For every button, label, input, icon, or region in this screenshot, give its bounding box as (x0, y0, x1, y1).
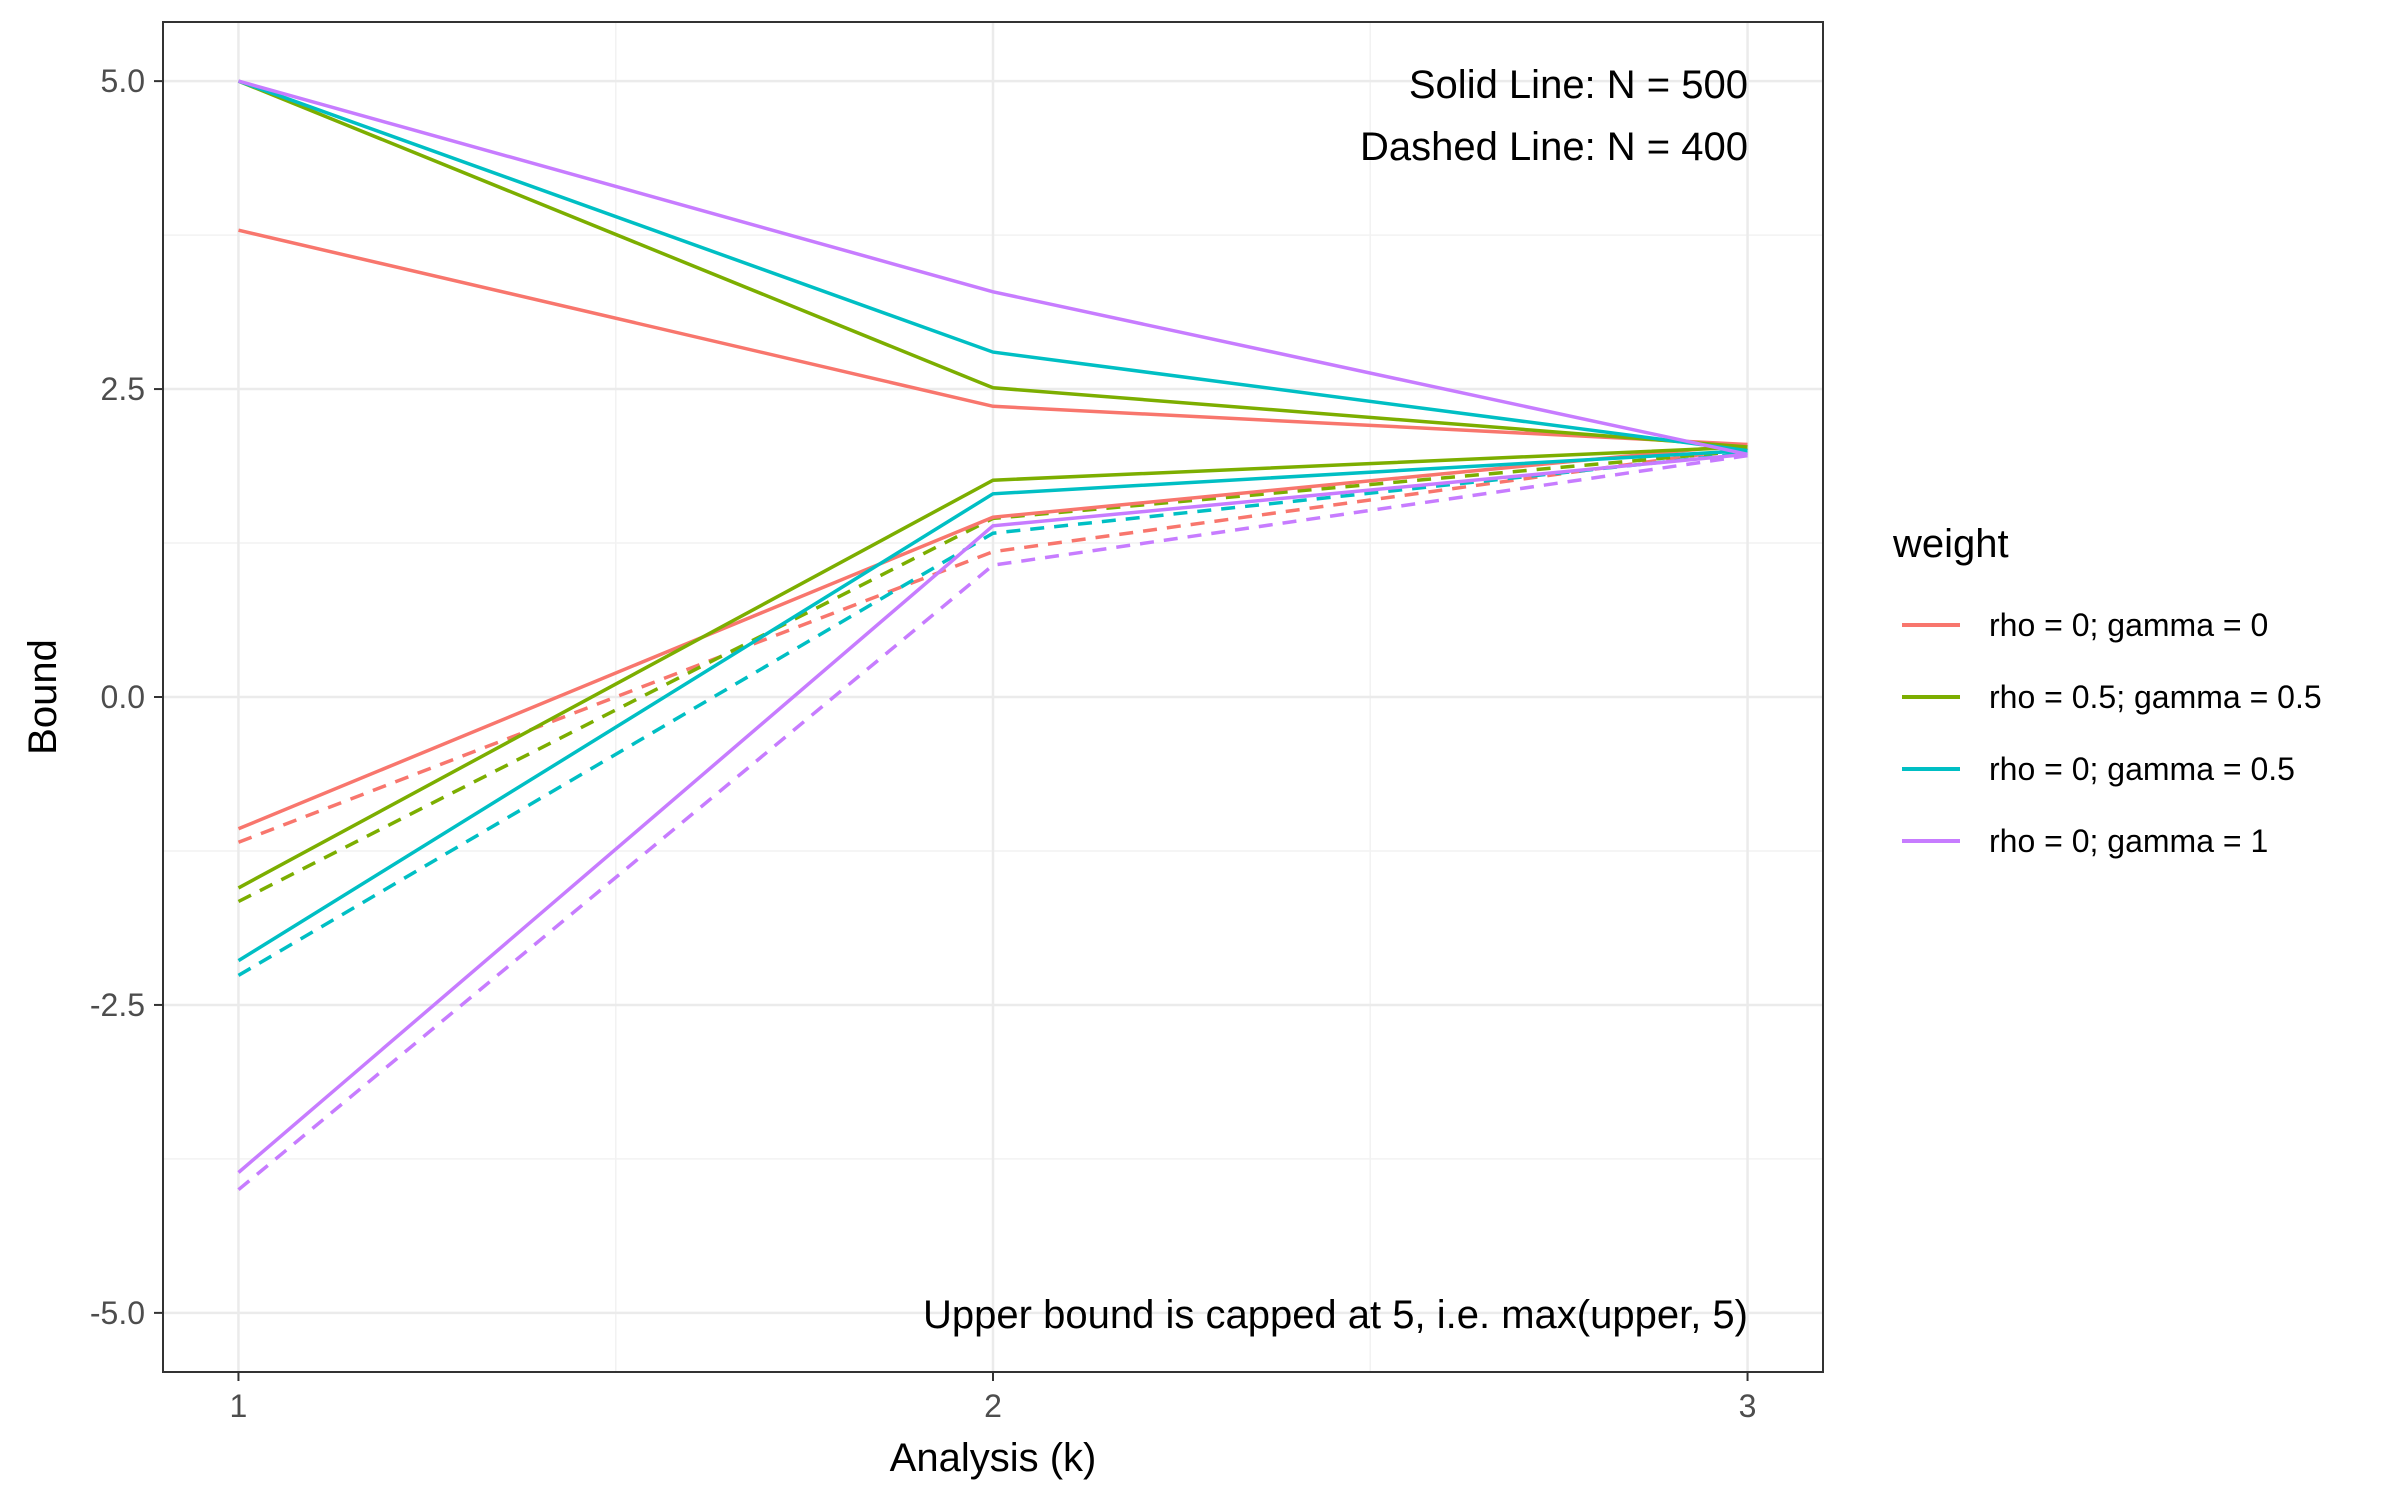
series-lines (237, 79, 1748, 1192)
series-line-upper-n500 (237, 79, 1748, 453)
series-line-upper-n500 (238, 79, 1748, 457)
y-tick-label: 5.0 (101, 63, 145, 99)
y-axis-label: Bound (21, 639, 65, 755)
series-line-lower-n500 (237, 448, 1748, 963)
y-tick-label: -5.0 (90, 1295, 145, 1331)
x-axis-label: Analysis (k) (890, 1436, 1097, 1480)
y-tick-label: 0.0 (101, 679, 145, 715)
series-line-lower-n500 (237, 445, 1748, 890)
series-line-lower-n500 (237, 442, 1748, 831)
series-line-upper-n500 (237, 79, 1748, 449)
legend-label: rho = 0; gamma = 0 (1989, 607, 2268, 643)
y-tick-label: 2.5 (101, 371, 145, 407)
annotation-cap: Upper bound is capped at 5, i.e. max(upp… (923, 1293, 1748, 1337)
legend: weight rho = 0; gamma = 0 rho = 0.5; gamm… (1892, 522, 2322, 859)
annotation-solid: Solid Line: N = 500 (1409, 63, 1748, 107)
axes: 1 2 3 -5.0 -2.5 0.0 2.5 5.0 (90, 63, 1757, 1424)
legend-label: rho = 0; gamma = 0.5 (1989, 751, 2295, 787)
series-line-upper-n500 (238, 228, 1748, 447)
legend-label: rho = 0; gamma = 1 (1989, 823, 2268, 859)
x-tick-label: 1 (230, 1388, 248, 1424)
y-tick-label: -2.5 (90, 987, 145, 1023)
legend-label: rho = 0.5; gamma = 0.5 (1989, 679, 2322, 715)
series-line-lower-n400 (237, 446, 1748, 844)
series-line-lower-n500 (237, 452, 1748, 1174)
legend-title: weight (1892, 522, 2009, 566)
annotation-dashed: Dashed Line: N = 400 (1360, 125, 1748, 169)
x-tick-label: 3 (1739, 1388, 1757, 1424)
x-tick-label: 2 (984, 1388, 1002, 1424)
